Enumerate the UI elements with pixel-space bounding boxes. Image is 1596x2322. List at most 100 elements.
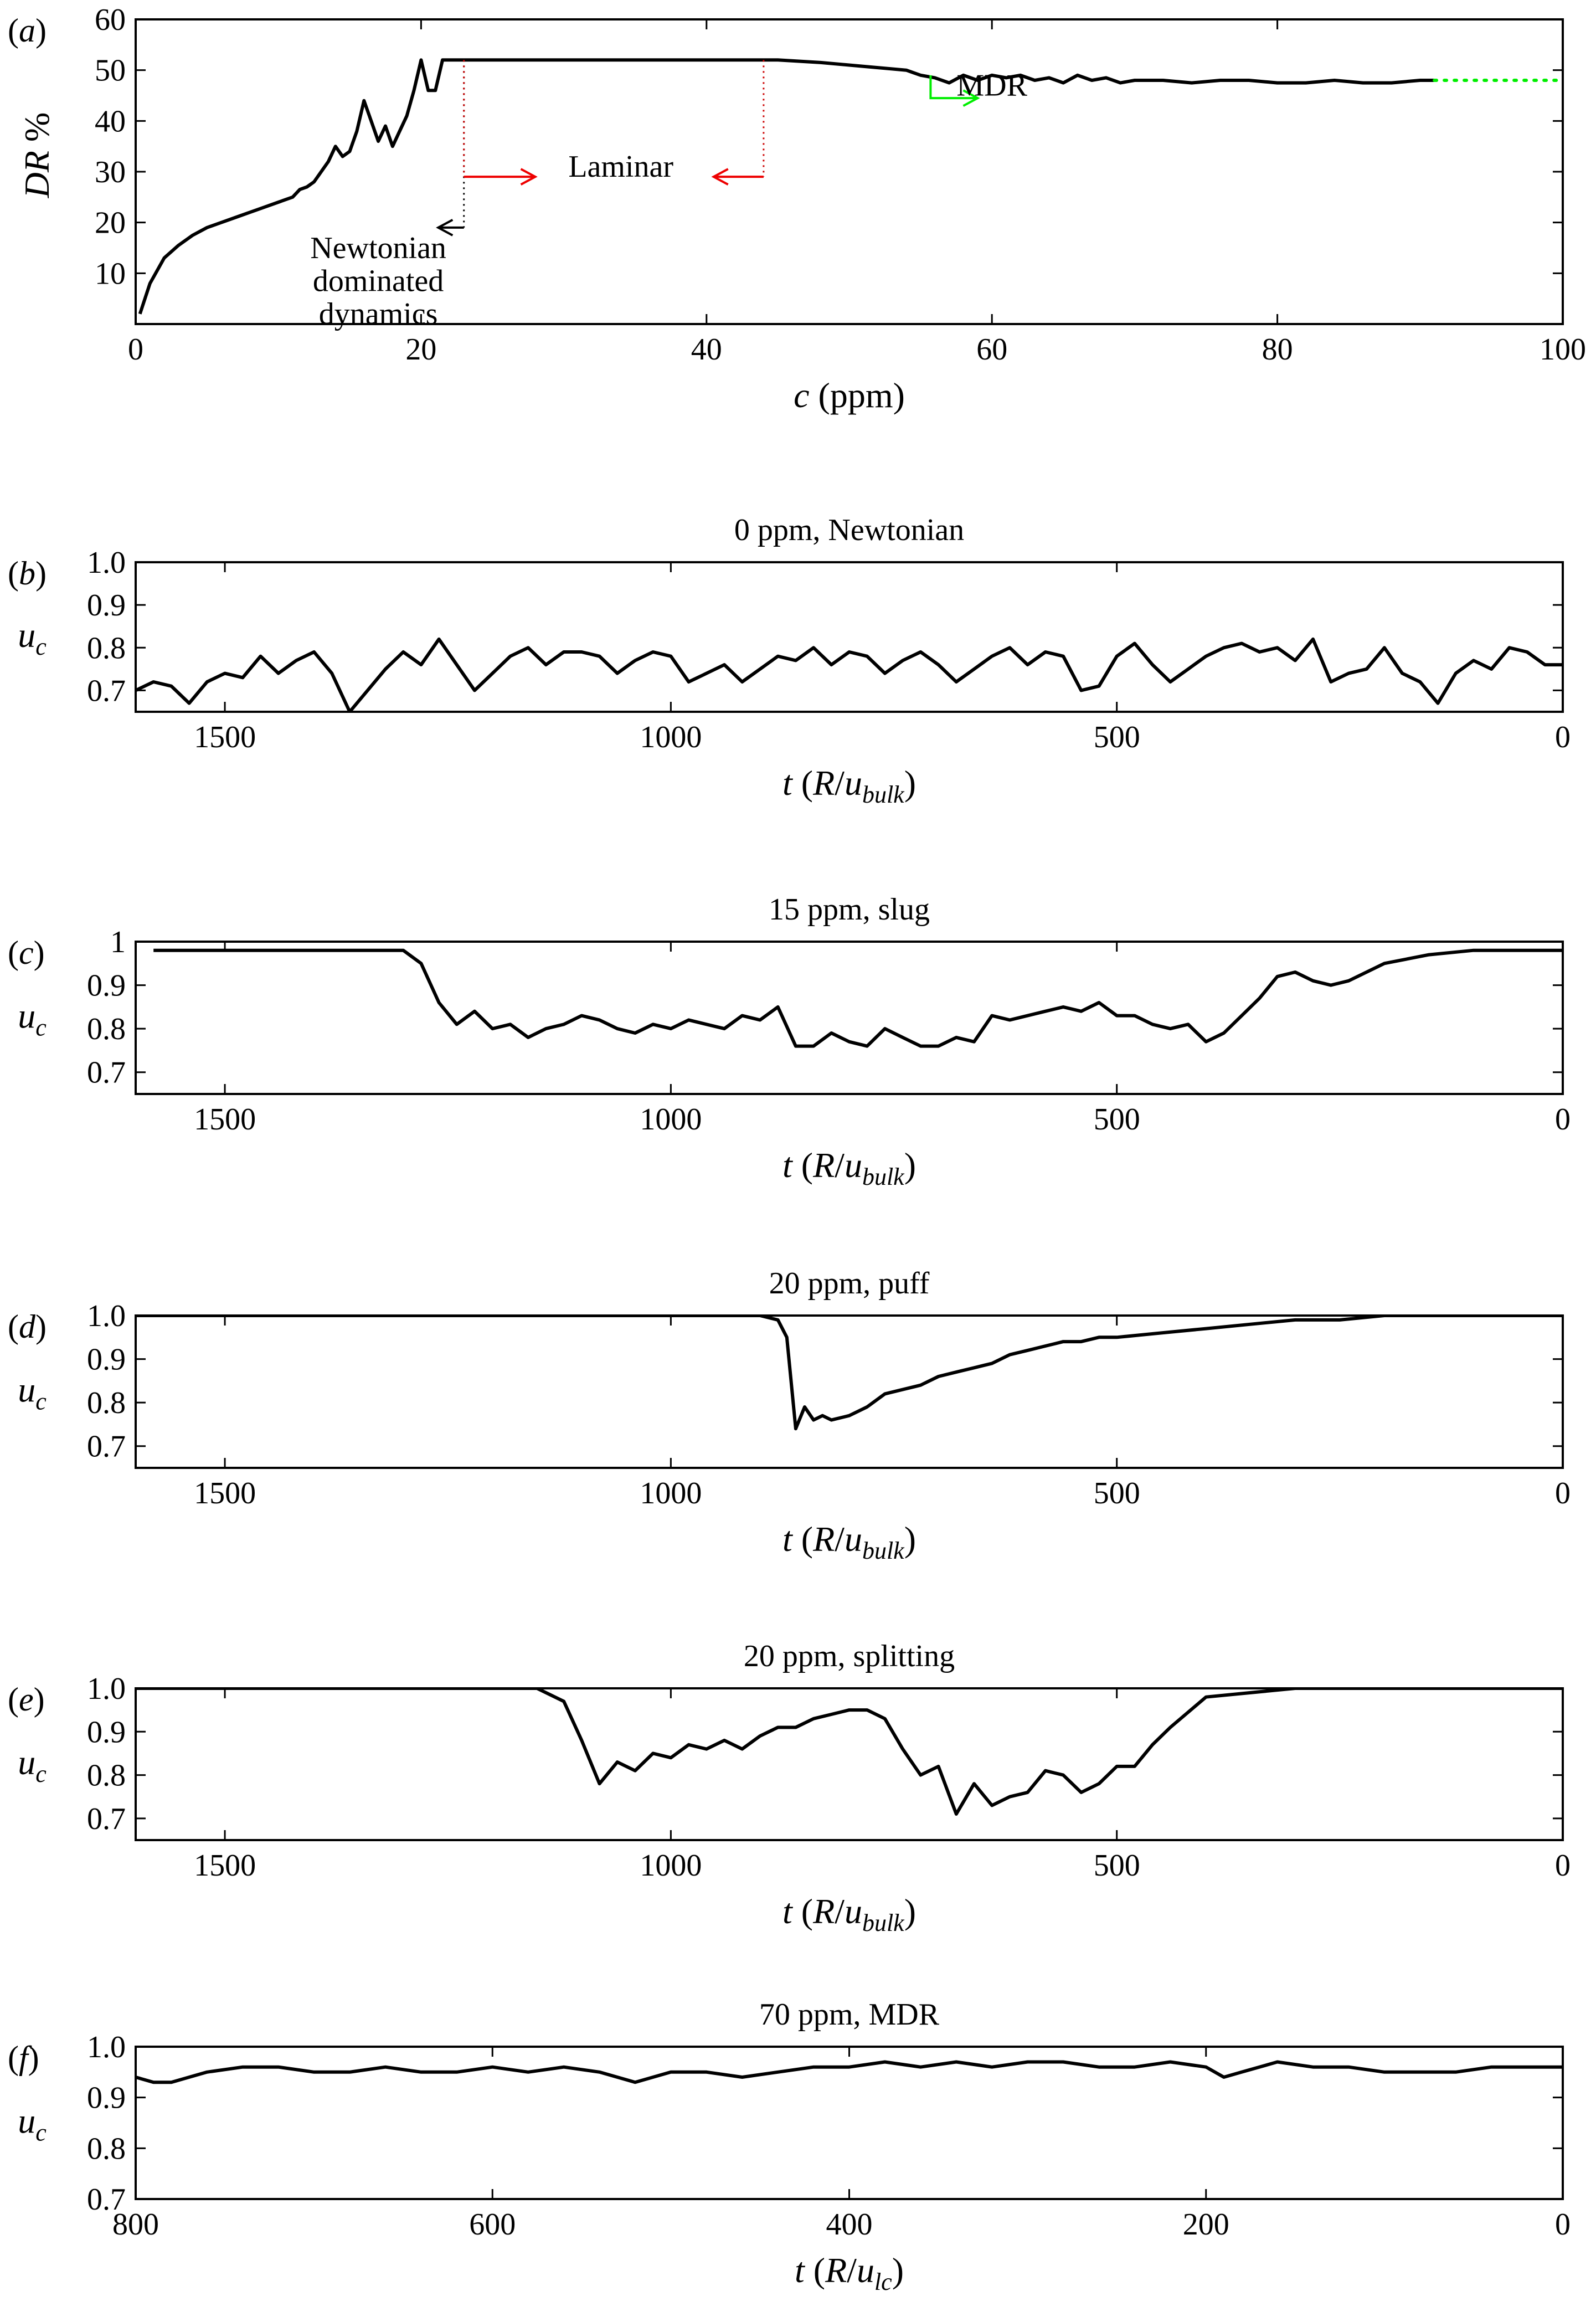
panel-b-frame [135,561,1564,713]
panel-d-xtick-label-3: 0 [1555,1476,1571,1511]
panel-a-ytick-label-3: 40 [95,104,126,138]
panel-c-ytick-label-0: 0.7 [87,1056,126,1090]
panel-a-ytick-label-0: 10 [95,256,126,291]
panel-b-series-0 [136,637,1563,712]
panel-b-ytick-label-0: 0.7 [87,674,126,708]
panel-a-xtick-label-0: 0 [128,332,143,367]
panel-f-ytick-label-0: 0.7 [87,2182,126,2217]
panel-f-series-0 [136,2060,1563,2084]
panel-a-marker-5-head [711,168,729,186]
panel-c-ytick-label-1: 0.8 [87,1012,126,1046]
panel-d-xtick-label-2: 500 [1094,1476,1140,1511]
panel-d-ylabel: uc [18,1370,47,1415]
panel-b-xtick-label-3: 0 [1555,720,1571,754]
panel-e-xtick-label-1: 1000 [640,1848,702,1883]
panel-c-ylabel: uc [18,996,47,1041]
panel-a-marker-3-head [436,219,454,237]
panel-e-xtick-label-2: 500 [1094,1848,1140,1883]
panel-a-annotation-4: MDR [956,69,1027,103]
panel-a-series-0 [138,58,1435,315]
panel-b-ytick-label-2: 0.9 [87,588,126,623]
panel-f-xlabel: t (R/ulc) [795,2251,904,2295]
panel-a-xtick-label-5: 100 [1540,332,1586,367]
panel-c: 15 ppm, slug (c) 1500 1000 500 0 0.7 0.8 0.9 1 t (… [8,892,1571,1190]
panel-c-xtick-label-3: 0 [1555,1102,1571,1137]
panel-b-ylabel: uc [18,615,47,660]
panel-f-xtick-label-1: 600 [469,2207,516,2242]
panel-f-ytick-label-3: 1.0 [87,2030,126,2064]
panel-f-ytick-label-2: 0.9 [87,2081,126,2115]
panel-d: 20 ppm, puff (d) 1500 1000 500 0 0.7 0.8 0.9 1.0 t… [8,1266,1571,1564]
panel-c-ytick-label-3: 1 [110,925,126,959]
panel-f-xtick-label-3: 200 [1183,2207,1229,2242]
panel-c-frame [135,941,1564,1095]
panel-b-xtick-label-0: 1500 [194,720,256,754]
panel-a-annotation-0: Newtonian [310,231,446,265]
panel-a-xtick-label-2: 40 [691,332,722,367]
panel-d-letter: (d) [8,1308,47,1345]
panel-e-xlabel: t (R/ubulk) [782,1892,916,1936]
panel-e-ytick-label-1: 0.8 [87,1759,126,1793]
panel-f: 70 ppm, MDR (f) 800 600 400 200 0 0.7 0.8 0.9 1.0 t… [8,1997,1571,2295]
panel-a-xlabel: c (ppm) [794,376,905,415]
panel-a-marker-6-head [962,89,980,107]
panel-e-xtick-label-0: 1500 [194,1848,256,1883]
panel-f-letter: (f) [8,2040,39,2076]
panel-a-ytick-label-4: 50 [95,54,126,88]
panel-c-letter: (c) [8,934,45,971]
panel-a-annotation-3: Laminar [568,150,673,184]
panel-d-series-0 [136,1316,1563,1431]
panel-b: 0 ppm, Newtonian (b) 1500 1000 500 0 0.7 0.8 0.9… [8,513,1571,808]
panel-f-title: 70 ppm, MDR [759,1997,940,2032]
panel-a-annotation-2: dynamics [319,297,438,331]
panel-b-ytick-label-3: 1.0 [87,546,126,580]
panel-e-title: 20 ppm, splitting [744,1639,955,1673]
panel-e-ytick-label-0: 0.7 [87,1802,126,1836]
panel-e-series-0 [136,1688,1563,1816]
panel-a-xtick-label-3: 60 [976,332,1007,367]
panel-b-ytick-label-1: 0.8 [87,631,126,665]
panel-b-letter: (b) [8,555,47,592]
panel-b-xtick-label-2: 500 [1094,720,1140,754]
panel-d-xtick-label-1: 1000 [640,1476,702,1511]
panel-a-xtick-label-4: 80 [1262,332,1293,367]
panel-a-ytick-label-1: 20 [95,206,126,240]
panel-e-letter: (e) [8,1681,45,1718]
panel-e-xtick-label-3: 0 [1555,1848,1571,1883]
panel-a-letter: (a) [8,12,47,49]
panel-d-ytick-label-3: 1.0 [87,1299,126,1333]
panel-d-frame [135,1314,1564,1469]
panel-d-xtick-label-0: 1500 [194,1476,256,1511]
panel-f-xtick-label-4: 0 [1555,2207,1571,2242]
panel-d-title: 20 ppm, puff [769,1266,930,1301]
panel-b-title: 0 ppm, Newtonian [734,513,964,547]
panel-c-series-0 [153,948,1563,1048]
panel-a-xtick-label-1: 20 [405,332,436,367]
panel-a-ylabel: DR % [17,112,56,199]
panel-a-marker-4-head [520,168,538,186]
panel-d-xlabel: t (R/ubulk) [782,1519,916,1564]
panel-d-ytick-label-2: 0.9 [87,1343,126,1377]
panel-c-xlabel: t (R/ubulk) [782,1145,916,1190]
panel-c-ytick-label-2: 0.9 [87,969,126,1003]
panel-f-ylabel: uc [18,2102,47,2146]
panel-e-ytick-label-3: 1.0 [87,1672,126,1706]
panel-b-xlabel: t (R/ubulk) [782,763,916,808]
panel-a-ytick-label-2: 30 [95,155,126,189]
panel-a-ytick-label-5: 60 [95,3,126,37]
panel-b-xtick-label-1: 1000 [640,720,702,754]
panel-a-marker-6 [929,75,978,100]
panel-c-xtick-label-2: 500 [1094,1102,1140,1137]
panel-d-ytick-label-0: 0.7 [87,1430,126,1464]
panel-f-xtick-label-2: 400 [826,2207,873,2242]
panel-f-xtick-label-0: 800 [112,2207,159,2242]
panel-f-ytick-label-1: 0.8 [87,2131,126,2166]
panel-c-title: 15 ppm, slug [769,892,930,927]
panel-c-xtick-label-1: 1000 [640,1102,702,1137]
panel-e-frame [135,1687,1564,1841]
panel-a-annotation-1: dominated [313,264,444,298]
panel-d-ytick-label-1: 0.8 [87,1386,126,1420]
